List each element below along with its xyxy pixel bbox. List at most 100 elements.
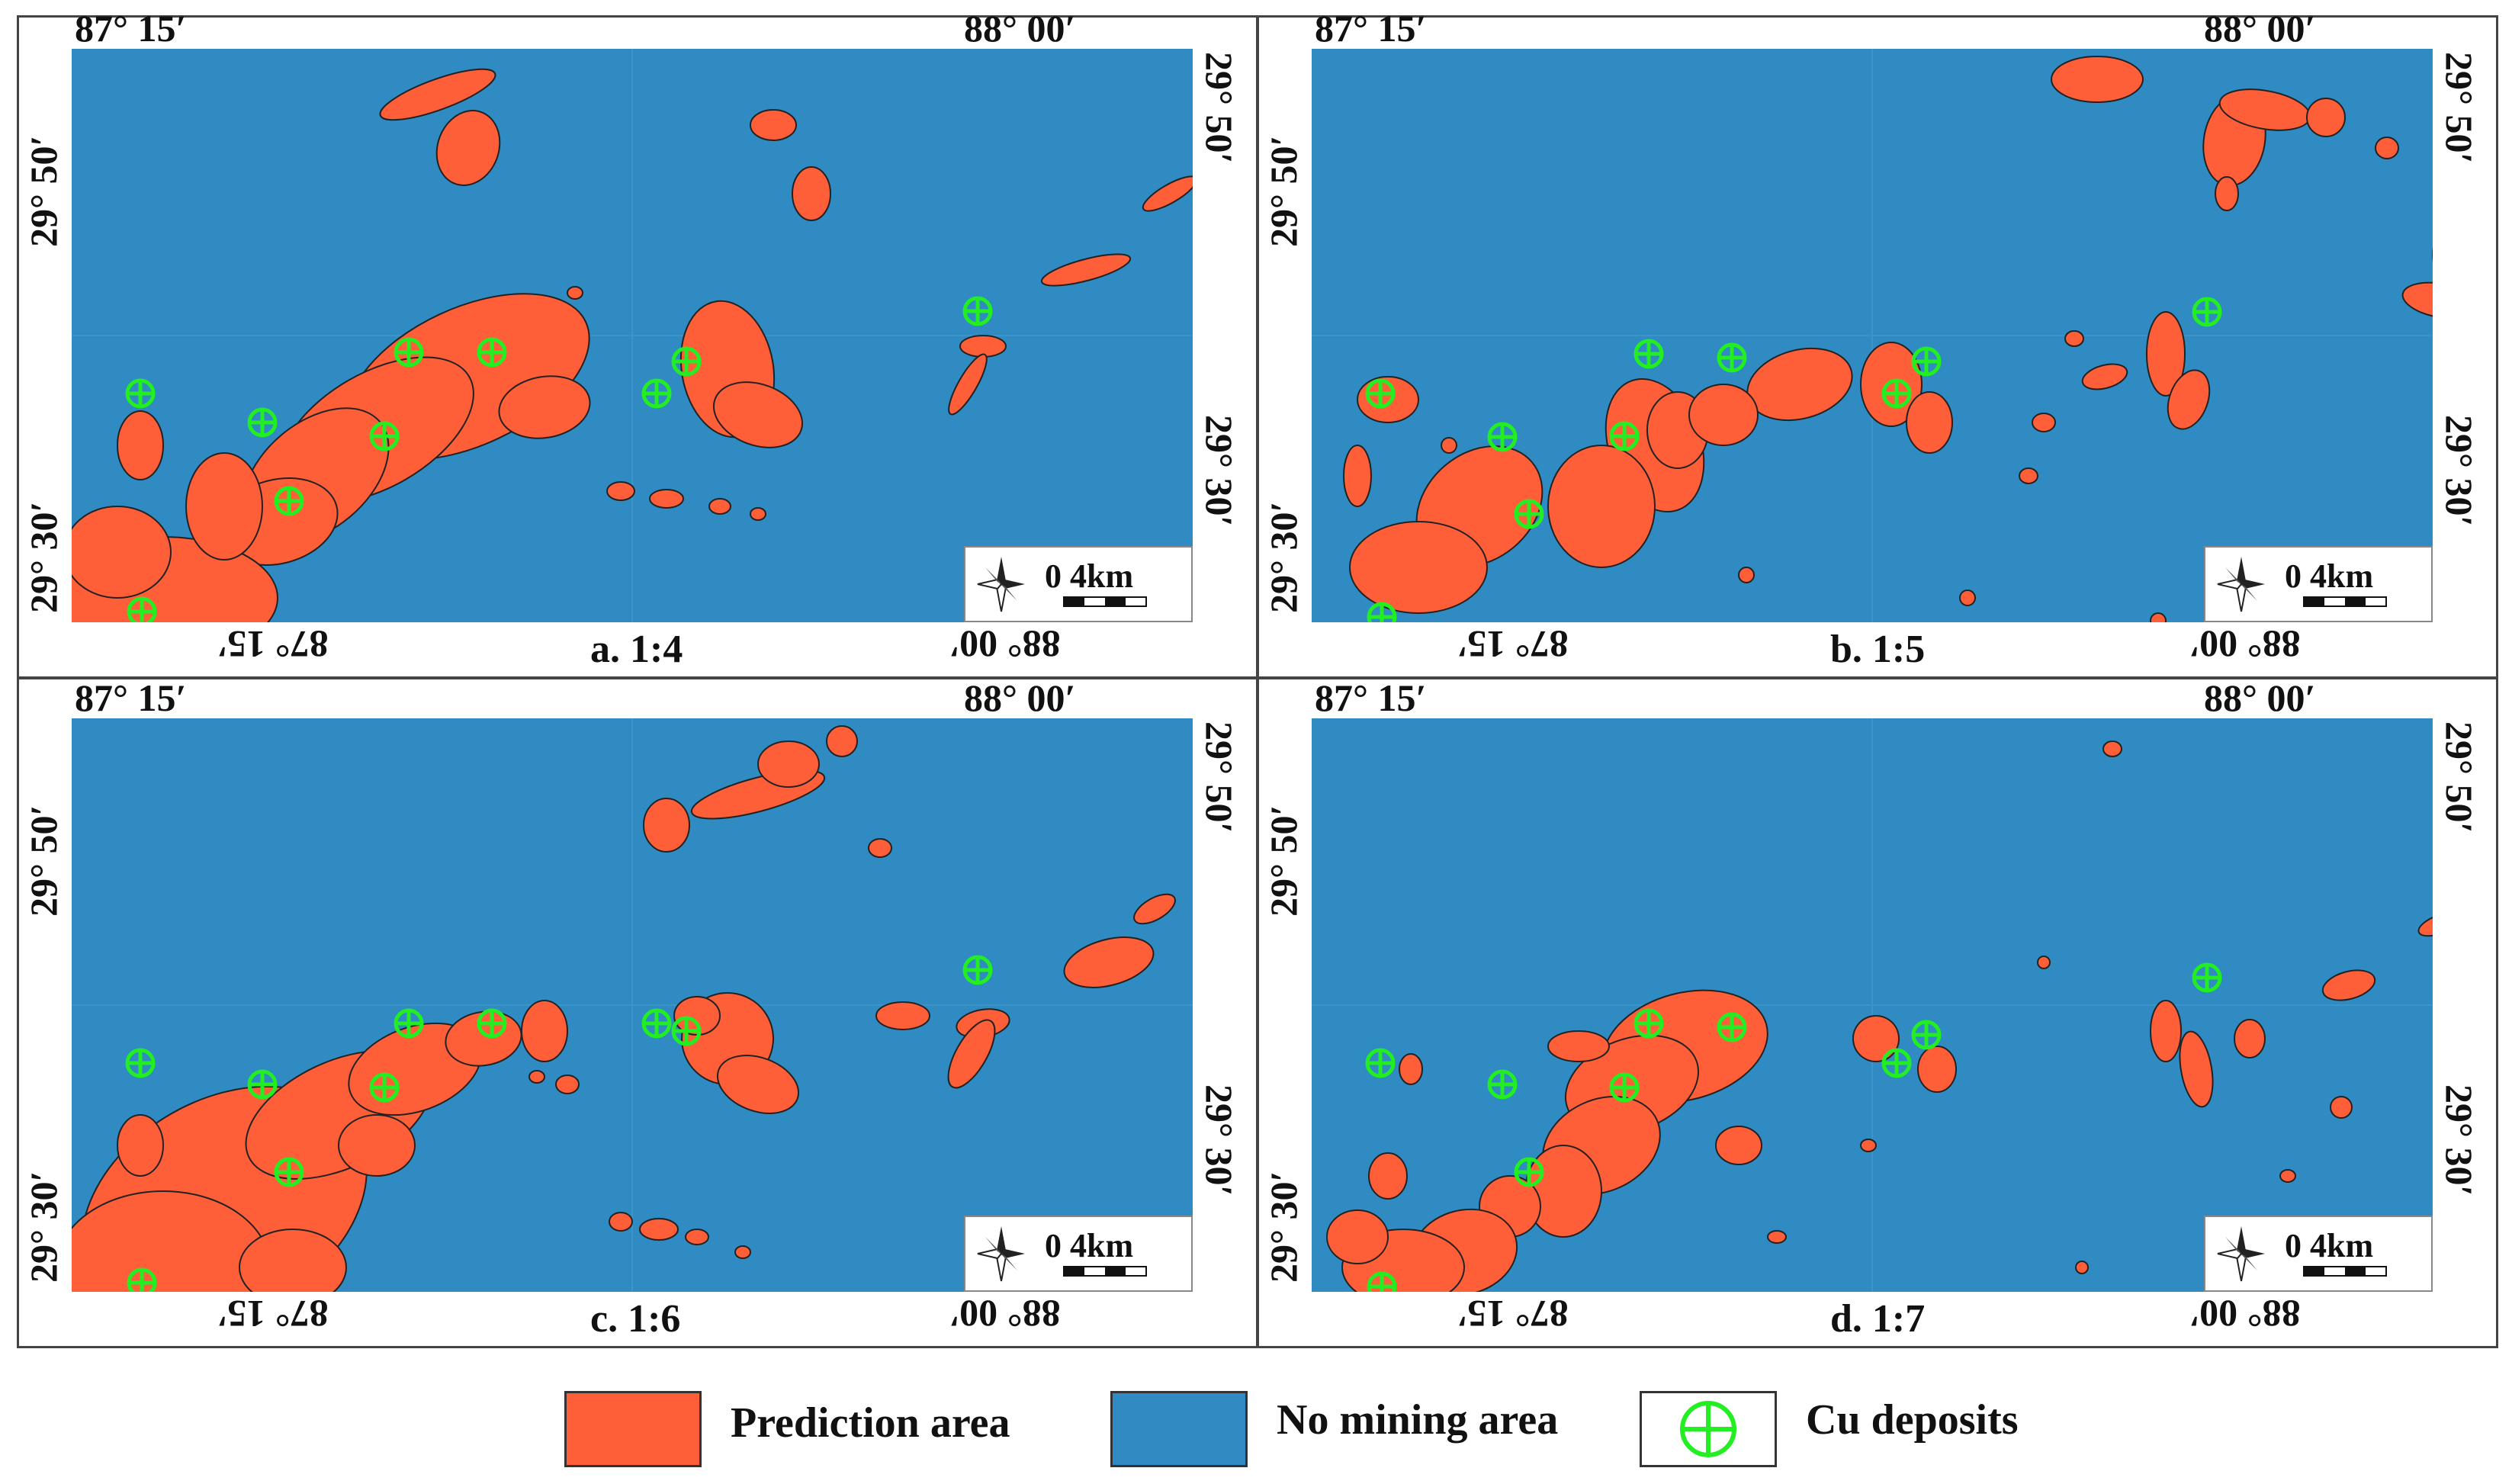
cu-deposit-icon	[127, 1267, 157, 1292]
prediction-area	[185, 452, 263, 561]
prediction-area	[734, 1245, 751, 1259]
prediction-area	[1399, 1053, 1423, 1085]
prediction-area	[2051, 56, 2144, 103]
prediction-area	[875, 1001, 930, 1030]
north-arrow-icon	[977, 1226, 1025, 1282]
prediction-area	[708, 498, 731, 515]
lat-label-right-bottom: 29° 30′	[2438, 415, 2481, 527]
prediction-area	[1959, 589, 1976, 606]
cu-deposit-icon	[671, 1016, 702, 1046]
prediction-area	[498, 375, 591, 439]
map-area-c: 0 4km	[72, 718, 1193, 1292]
lat-label-right-top: 29° 50′	[2438, 52, 2481, 164]
map-area-d: 0 4km	[1312, 718, 2433, 1292]
lat-label-right-top: 29° 50′	[1198, 721, 1241, 834]
prediction-area	[1547, 1030, 1610, 1062]
map-canvas-c	[72, 718, 1193, 1292]
legend-cu-deposit-swatch	[1640, 1391, 1777, 1467]
prediction-area	[643, 798, 690, 853]
prediction-area	[2167, 369, 2211, 430]
prediction-area	[1343, 445, 1372, 507]
scale-bar	[1063, 596, 1147, 607]
prediction-area	[117, 1114, 164, 1177]
prediction-area	[528, 1070, 545, 1084]
prediction-area	[1040, 253, 1132, 287]
map-canvas-a	[72, 49, 1193, 622]
prediction-area	[2146, 311, 2186, 397]
lon-label-bottom-right: 88° 00′	[949, 623, 1061, 666]
cu-deposit-icon	[1514, 1157, 1544, 1187]
prediction-area	[649, 489, 684, 509]
prediction-area	[1133, 893, 1176, 925]
cu-deposit-icon	[1487, 1069, 1518, 1100]
prediction-area	[1860, 342, 1923, 427]
lon-label-bottom-right: 88° 00′	[949, 1293, 1061, 1335]
cu-deposit-icon	[125, 378, 156, 409]
prediction-area	[1738, 567, 1755, 583]
prediction-area	[2375, 137, 2399, 159]
prediction-area	[1357, 376, 1419, 423]
prediction-area	[1688, 384, 1759, 446]
cu-deposit-icon	[1633, 1008, 1664, 1039]
scale-bar	[1063, 1266, 1147, 1277]
lon-label-bottom-left: 87° 15′	[217, 1293, 329, 1335]
lat-label-right-bottom: 29° 30′	[1198, 415, 1241, 527]
prediction-area	[379, 68, 496, 121]
prediction-area	[1852, 1015, 1900, 1062]
cu-deposit-icon	[1911, 346, 1942, 377]
prediction-area	[239, 1229, 347, 1292]
lon-label-top-left: 87° 15′	[1315, 7, 1427, 50]
cu-deposit-icon	[1367, 602, 1397, 622]
lon-label-top-right: 88° 00′	[964, 7, 1076, 50]
prediction-area	[2279, 1169, 2296, 1183]
prediction-area	[2102, 740, 2122, 757]
cu-deposit-icon	[641, 1008, 672, 1039]
prediction-area	[2150, 612, 2167, 622]
prediction-area	[685, 1229, 709, 1245]
prediction-area	[117, 410, 164, 480]
lat-label-left-top: 29° 50′	[1262, 805, 1305, 917]
scale-bar	[2303, 1266, 2387, 1277]
cu-deposit-icon	[2192, 962, 2222, 993]
lat-label-right-bottom: 29° 30′	[2438, 1084, 2481, 1197]
prediction-area	[1326, 1209, 1389, 1264]
prediction-area	[712, 381, 804, 448]
prediction-area	[1190, 843, 1193, 884]
cu-deposit-icon	[274, 1157, 304, 1187]
cu-deposit-icon	[127, 596, 157, 622]
prediction-area	[609, 1212, 633, 1232]
cu-deposit-icon	[394, 1008, 424, 1039]
cu-deposit-icon	[2192, 297, 2222, 327]
lat-label-left-top: 29° 50′	[1262, 135, 1305, 247]
cu-deposit-icon	[125, 1048, 156, 1078]
scale-label: 0 4km	[1045, 557, 1134, 595]
prediction-area	[757, 740, 820, 788]
prediction-area	[947, 1019, 996, 1089]
legend-cu-deposit-label: Cu deposits	[1806, 1396, 2019, 1444]
prediction-area	[2401, 281, 2433, 320]
lon-label-bottom-left: 87° 15′	[217, 623, 329, 666]
scale-label: 0 4km	[1045, 1227, 1134, 1264]
prediction-area	[1063, 936, 1155, 988]
lon-label-bottom-right: 88° 00′	[2189, 623, 2301, 666]
scale-bar-box: 0 4km	[964, 1216, 1193, 1292]
prediction-area	[521, 1000, 568, 1062]
lon-label-top-right: 88° 00′	[2204, 676, 2316, 719]
prediction-area	[868, 838, 892, 858]
prediction-area	[792, 166, 831, 221]
cu-deposit-icon	[1514, 499, 1544, 529]
lat-label-left-top: 29° 50′	[22, 135, 65, 247]
prediction-area	[948, 353, 988, 416]
scale-label: 0 4km	[2285, 1227, 2374, 1264]
cu-deposit-icon	[962, 955, 993, 985]
map-canvas-b	[1312, 49, 2433, 622]
cu-deposit-icon	[1911, 1020, 1942, 1050]
panel-caption-b: b. 1:5	[1830, 628, 1926, 671]
cu-deposit-icon	[1365, 378, 1396, 409]
prediction-area	[2081, 363, 2128, 390]
panel-caption-d: d. 1:7	[1830, 1297, 1926, 1341]
prediction-area	[2215, 176, 2239, 211]
prediction-area	[1767, 1230, 1787, 1244]
prediction-area	[826, 725, 858, 757]
prediction-area	[1917, 1046, 1957, 1093]
